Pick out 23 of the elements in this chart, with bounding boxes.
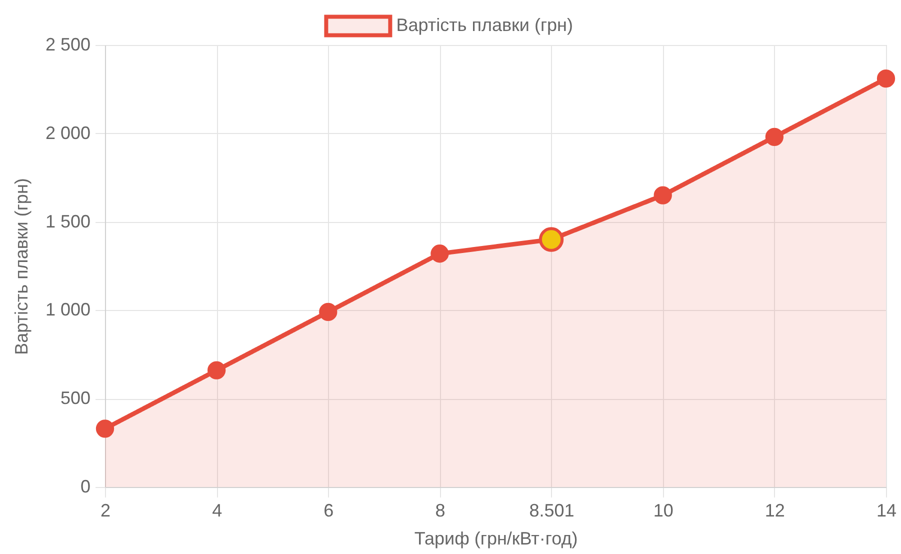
point (319, 302, 338, 322)
x-tick-label: 6 (324, 500, 334, 520)
y-tick-label: 1 000 (45, 300, 90, 320)
point (430, 244, 449, 263)
point (654, 186, 672, 204)
x-tick-label: 12 (764, 500, 785, 520)
x-tick-label: 2 (100, 500, 111, 520)
point (96, 420, 114, 438)
y-axis-title: Вартість плавки (грн) (11, 178, 32, 355)
x-tick-label: 4 (212, 500, 222, 520)
y-tick-label: 0 (80, 476, 90, 496)
x-tick-label: 8 (435, 500, 446, 520)
y-tick-label: 500 (60, 388, 90, 408)
y-tick-label: 1 500 (45, 211, 90, 232)
x-tick-label: 14 (876, 500, 897, 520)
legend-label: Вартість плавки (грн) (396, 15, 573, 35)
y-tick-label: 2 000 (45, 122, 90, 143)
x-tick-label: 8.501 (529, 500, 574, 520)
x-tick-label: 10 (653, 500, 674, 520)
point (207, 361, 226, 380)
x-axis-title: Тариф (грн/кВт·год) (414, 528, 578, 548)
y-tick-label: 2 500 (45, 34, 90, 54)
point (765, 128, 784, 146)
